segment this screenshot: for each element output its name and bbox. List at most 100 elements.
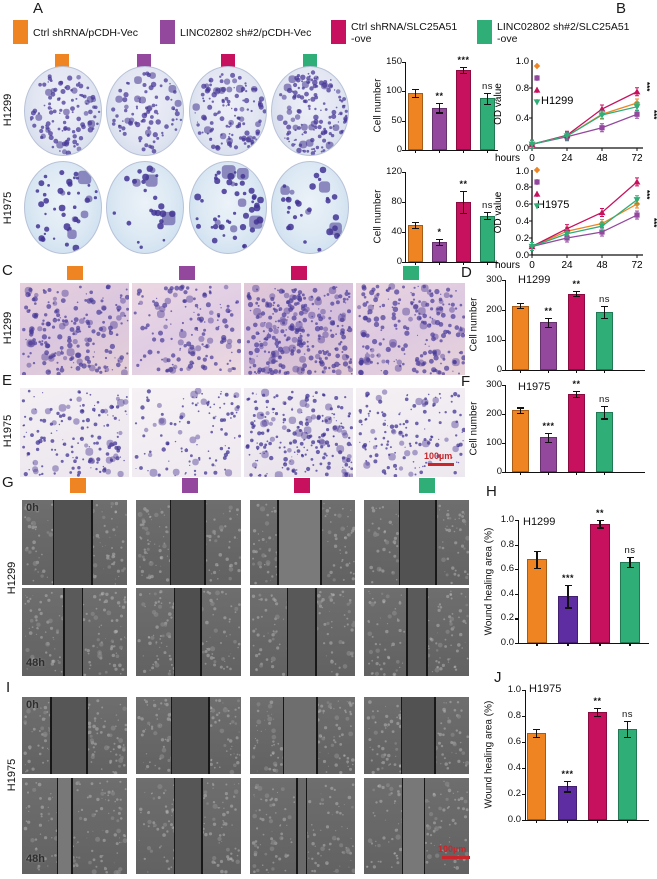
y-tick-mark — [522, 768, 525, 770]
error-bar — [462, 190, 465, 214]
y-tick-label: 0.8 — [500, 538, 514, 550]
wound-image-i-0h-2 — [136, 697, 241, 774]
x-tick-mark — [519, 472, 522, 475]
transwell-image-h1975-3 — [244, 388, 353, 477]
x-axis — [505, 370, 645, 372]
x-tick-mark — [486, 262, 489, 265]
y-tick-mark — [402, 172, 405, 174]
row-label-i-h1975: H1975 — [6, 758, 18, 792]
wound-image-i-48h-4 — [364, 778, 469, 874]
y-tick-label: 100 — [386, 85, 402, 97]
wound-edge-left — [173, 588, 176, 676]
wound-gap — [170, 500, 205, 585]
sig-label: *** — [561, 769, 574, 779]
error-bar — [566, 781, 569, 792]
a-swatch-purple — [137, 54, 151, 67]
svg-text:***: *** — [649, 218, 657, 228]
y-tick-mark — [502, 443, 505, 445]
error-cap-top — [573, 291, 580, 293]
sig-label: ns — [621, 709, 634, 721]
error-cap-top — [596, 520, 604, 522]
svg-text:OD value: OD value — [493, 83, 504, 125]
wound-edge-left — [63, 588, 65, 676]
y-tick-mark — [522, 690, 525, 692]
x-tick-mark — [599, 643, 601, 646]
g-time-label-0h: 0h — [26, 502, 39, 514]
x-tick-mark — [603, 472, 606, 475]
row-label-c-h1299: H1299 — [2, 311, 14, 345]
svg-text:0.0: 0.0 — [516, 250, 529, 261]
sig-label: ** — [544, 305, 553, 316]
error-cap-bottom — [545, 326, 552, 328]
error-cap-bottom — [594, 716, 601, 718]
c-swatch-green — [403, 266, 419, 280]
error-cap-top — [624, 721, 631, 723]
sig-label: ** — [572, 378, 581, 389]
y-tick-mark — [502, 280, 505, 282]
error-bar — [575, 390, 578, 397]
y-tick-label: 0.0 — [507, 814, 521, 825]
wound-edge-left — [398, 500, 401, 585]
g-swatch-purple — [182, 478, 198, 493]
bar — [596, 311, 613, 370]
bar — [568, 293, 585, 370]
wound-image-g-0h-4 — [364, 500, 469, 585]
y-tick-mark — [515, 618, 518, 620]
g-swatch-green — [419, 478, 435, 493]
wound-edge-right — [81, 588, 84, 676]
svg-text:0.0: 0.0 — [516, 143, 529, 154]
legend-swatch-orange — [13, 20, 28, 44]
wound-image-i-48h-2 — [136, 778, 241, 874]
wound-gap — [51, 697, 87, 774]
wound-image-g-0h-3 — [250, 500, 355, 585]
a-swatch-green — [303, 54, 317, 67]
bar — [408, 93, 423, 150]
error-cap-top — [626, 556, 634, 559]
chart-title: H1299 — [523, 516, 556, 528]
wound-edge-right — [201, 778, 203, 874]
svg-text:0.2: 0.2 — [516, 233, 529, 244]
error-cap-top — [545, 432, 552, 435]
panel-label-a: A — [33, 0, 44, 17]
wound-image-i-48h-1 — [22, 778, 127, 874]
error-cap-bottom — [601, 317, 608, 319]
x-tick-mark — [414, 262, 417, 265]
error-cap-bottom — [564, 607, 572, 609]
legend-label-1: LINC02802 sh#2/pCDH-Vec — [180, 27, 312, 39]
error-cap-top — [533, 729, 540, 731]
chart-B_h1975_cck8: 0.0 0.2 0.4 0.6 0.8 1.0 0 24 48 72 hours OD value H1… — [481, 164, 657, 278]
y-tick-mark — [402, 232, 405, 234]
wound-image-i-0h-1 — [22, 697, 127, 774]
bar — [432, 107, 447, 150]
wound-gap — [407, 588, 426, 676]
wound-edge-left — [406, 588, 408, 676]
panel-label-g: G — [2, 474, 14, 491]
wound-edge-right — [435, 500, 437, 585]
wound-image-g-0h-2 — [136, 500, 241, 585]
x-tick-mark — [438, 150, 441, 153]
panel-label-b: B — [616, 0, 627, 17]
chart-title: H1975 — [529, 683, 562, 695]
wound-image-g-48h-3 — [250, 588, 355, 676]
wound-edge-right — [204, 500, 206, 585]
wound-gap — [402, 778, 424, 874]
error-bar — [567, 585, 569, 608]
panel-label-i: I — [6, 679, 11, 696]
error-cap-bottom — [484, 103, 491, 105]
sig-label: *** — [561, 573, 574, 584]
svg-text:48: 48 — [596, 260, 608, 271]
bar — [456, 69, 471, 150]
g-swatch-crimson — [294, 478, 310, 493]
wound-edge-right — [71, 778, 73, 874]
error-cap-bottom — [517, 307, 524, 310]
e-scale-bar — [428, 463, 454, 466]
error-bar — [519, 407, 522, 414]
y-tick-label: 40 — [391, 226, 402, 237]
chart-B_h1299_cck8: 0.0 0.4 0.8 1.0 0 24 48 72 hours OD value H1299 ***… — [481, 54, 657, 168]
g-time-label-48h: 48h — [26, 657, 45, 669]
wound-gap — [278, 500, 321, 585]
legend-label-3: LINC02802 sh#2/SLC25A51 — [497, 21, 630, 33]
y-tick-label: 0.4 — [500, 587, 514, 599]
error-bar — [547, 317, 550, 327]
